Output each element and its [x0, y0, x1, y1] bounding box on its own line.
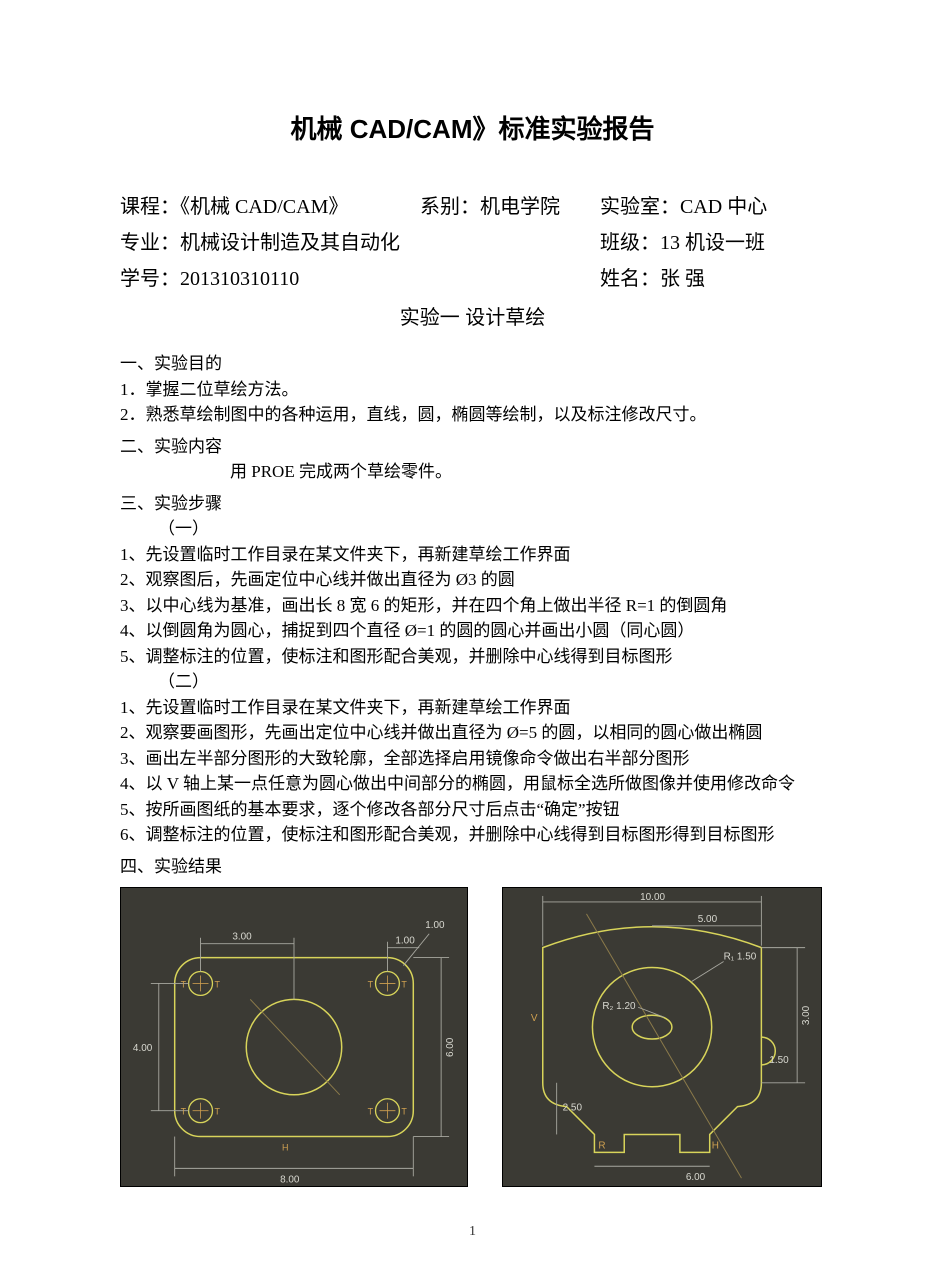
meta-block: 课程：《机械 CAD/CAM》 系别：机电学院 实验室：CAD 中心 专业：机械…: [120, 189, 825, 297]
meta-class: 班级：13 机设一班: [600, 225, 825, 261]
svg-text:T: T: [368, 1107, 374, 1117]
sec1-head: 一、实验目的: [120, 351, 825, 377]
tag: H: [712, 1140, 719, 1151]
dim: 10.00: [640, 892, 665, 903]
doc-title: 机械 CAD/CAM》标准实验报告: [120, 110, 825, 149]
svg-text:T: T: [181, 1107, 187, 1117]
label: 专业：: [120, 232, 180, 254]
value: CAD 中心: [680, 196, 767, 218]
figure-b: 10.00 5.00 R₁ 1.50 R₂ 1.20 3.00 1.50 2.5…: [502, 887, 822, 1187]
page-number: 1: [120, 1221, 825, 1242]
label: 姓名：: [600, 268, 660, 290]
label: 系别：: [420, 196, 480, 218]
dim: 1.00: [395, 936, 415, 947]
sec3-stepsA: 1、先设置临时工作目录在某文件夹下，再新建草绘工作界面 2、观察图后，先画定位中…: [120, 542, 825, 670]
dim: 6.00: [686, 1172, 706, 1183]
sec3-stepsB: 1、先设置临时工作目录在某文件夹下，再新建草绘工作界面 2、观察要画图形，先画出…: [120, 695, 825, 848]
dim: 4.00: [133, 1043, 153, 1054]
meta-lab: 实验室：CAD 中心: [600, 189, 825, 225]
sec3-head: 三、实验步骤: [120, 491, 825, 517]
svg-text:T: T: [214, 979, 220, 989]
step: 2、观察图后，先画定位中心线并做出直径为 Ø3 的圆: [120, 567, 825, 593]
svg-text:T: T: [368, 979, 374, 989]
step: 3、以中心线为基准，画出长 8 宽 6 的矩形，并在四个角上做出半径 R=1 的…: [120, 593, 825, 619]
sec1-item: 1．掌握二位草绘方法。: [120, 377, 825, 403]
meta-course: 课程：《机械 CAD/CAM》: [120, 189, 420, 225]
value: 《机械 CAD/CAM》: [180, 196, 348, 218]
figure-a: T T T T T T T T H 3.00 1.00 1.00 4.00 6.00 8…: [120, 887, 468, 1187]
value: 张 强: [660, 268, 705, 290]
step: 3、画出左半部分图形的大致轮廓，全部选择启用镜像命令做出右半部分图形: [120, 746, 825, 772]
meta-id: 学号：201310310110: [120, 261, 600, 297]
meta-name: 姓名：张 强: [600, 261, 825, 297]
step: 6、调整标注的位置，使标注和图形配合美观，并删除中心线得到目标图形得到目标图形: [120, 822, 825, 848]
svg-text:T: T: [401, 1107, 407, 1117]
meta-major: 专业：机械设计制造及其自动化: [120, 225, 600, 261]
label: 班级：: [600, 232, 660, 254]
sec4-head: 四、实验结果: [120, 854, 825, 880]
dim: 5.00: [698, 914, 718, 925]
dim: 8.00: [280, 1174, 300, 1185]
dim: 2.50: [563, 1103, 583, 1114]
tag: R: [598, 1140, 605, 1151]
dim: 6.00: [445, 1037, 456, 1057]
figures-row: T T T T T T T T H 3.00 1.00 1.00 4.00 6.00 8…: [120, 887, 825, 1187]
value: 201310310110: [180, 268, 299, 290]
dim: 1.50: [769, 1055, 789, 1066]
step: 4、以 V 轴上某一点任意为圆心做出中间部分的椭圆，用鼠标全选所做图像并使用修改…: [120, 771, 825, 797]
step: 5、按所画图纸的基本要求，逐个修改各部分尺寸后点击“确定”按钮: [120, 797, 825, 823]
step: 1、先设置临时工作目录在某文件夹下，再新建草绘工作界面: [120, 695, 825, 721]
dim: R₁ 1.50: [724, 952, 757, 963]
dim: 3.00: [232, 932, 252, 943]
value: 机电学院: [480, 196, 560, 218]
sec1-list: 1．掌握二位草绘方法。 2．熟悉草绘制图中的各种运用，直线，圆，椭圆等绘制，以及…: [120, 377, 825, 428]
label: 实验室：: [600, 196, 680, 218]
cad-sketch-b-svg: 10.00 5.00 R₁ 1.50 R₂ 1.20 3.00 1.50 2.5…: [503, 888, 821, 1186]
sec2-head: 二、实验内容: [120, 434, 825, 460]
cad-sketch-a-svg: T T T T T T T T H 3.00 1.00 1.00 4.00 6.00 8…: [121, 888, 467, 1186]
experiment-title: 实验一 设计草绘: [120, 303, 825, 333]
tag: V: [531, 1013, 538, 1024]
sec2-body: 用 PROE 完成两个草绘零件。: [120, 459, 825, 485]
step: 1、先设置临时工作目录在某文件夹下，再新建草绘工作界面: [120, 542, 825, 568]
sec3-partB: （二）: [120, 669, 825, 695]
sec1-item: 2．熟悉草绘制图中的各种运用，直线，圆，椭圆等绘制，以及标注修改尺寸。: [120, 402, 825, 428]
meta-dept: 系别：机电学院: [420, 189, 600, 225]
dim: R₂ 1.20: [602, 1001, 636, 1012]
step: 4、以倒圆角为圆心，捕捉到四个直径 Ø=1 的圆的圆心并画出小圆（同心圆）: [120, 618, 825, 644]
svg-text:T: T: [181, 979, 187, 989]
svg-text:T: T: [214, 1107, 220, 1117]
value: 13 机设一班: [660, 232, 765, 254]
svg-text:H: H: [282, 1142, 288, 1152]
value: 机械设计制造及其自动化: [180, 232, 400, 254]
step: 2、观察要画图形，先画出定位中心线并做出直径为 Ø=5 的圆，以相同的圆心做出椭…: [120, 720, 825, 746]
dim: 1.00: [425, 920, 445, 931]
step: 5、调整标注的位置，使标注和图形配合美观，并删除中心线得到目标图形: [120, 644, 825, 670]
label: 学号：: [120, 268, 180, 290]
dim: 3.00: [801, 1005, 812, 1025]
sec3-partA: （一）: [120, 516, 825, 542]
document-page: 机械 CAD/CAM》标准实验报告 课程：《机械 CAD/CAM》 系别：机电学…: [0, 0, 945, 1282]
svg-text:T: T: [401, 979, 407, 989]
label: 课程：: [120, 196, 180, 218]
